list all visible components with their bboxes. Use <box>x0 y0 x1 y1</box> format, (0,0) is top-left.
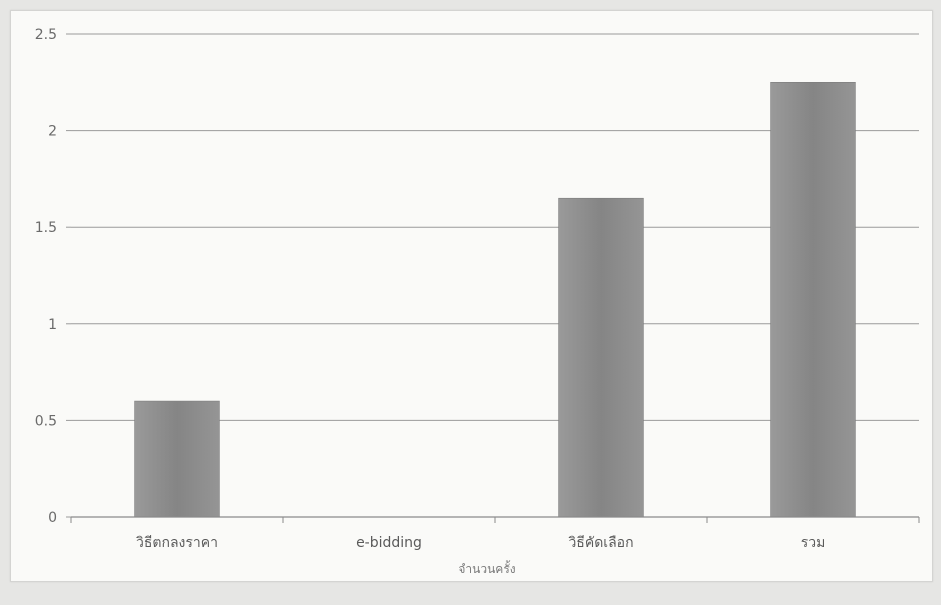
x-category-label: รวม <box>801 535 826 551</box>
x-axis-categories: วิธีตกลงราคา e-bidding วิธีคัดเลือก รวม <box>136 535 825 551</box>
x-axis-title: จำนวนครั้ง <box>458 560 515 576</box>
bars <box>134 82 856 518</box>
y-tick-label: 2.5 <box>35 27 57 43</box>
bar <box>558 197 644 518</box>
bar-chart: 0 0.5 1 1.5 2 2.5 วิธีตกลงราคา e-bidding วิธีคั… <box>35 27 920 576</box>
x-category-label: วิธีคัดเลือก <box>568 535 633 551</box>
x-category-label: e-bidding <box>356 535 422 551</box>
y-tick-label: 2 <box>48 124 57 140</box>
y-axis-ticks: 0 0.5 1 1.5 2 2.5 <box>35 27 71 526</box>
x-category-label: วิธีตกลงราคา <box>136 535 218 551</box>
y-tick-label: 1 <box>48 317 57 333</box>
y-tick-label: 1.5 <box>35 220 57 236</box>
chart-frame: 0 0.5 1 1.5 2 2.5 วิธีตกลงราคา e-bidding วิธีคั… <box>10 10 933 582</box>
x-axis <box>70 516 920 523</box>
bar <box>134 400 220 518</box>
y-tick-label: 0.5 <box>35 413 57 429</box>
bar <box>770 82 856 518</box>
y-tick-label: 0 <box>48 510 57 526</box>
